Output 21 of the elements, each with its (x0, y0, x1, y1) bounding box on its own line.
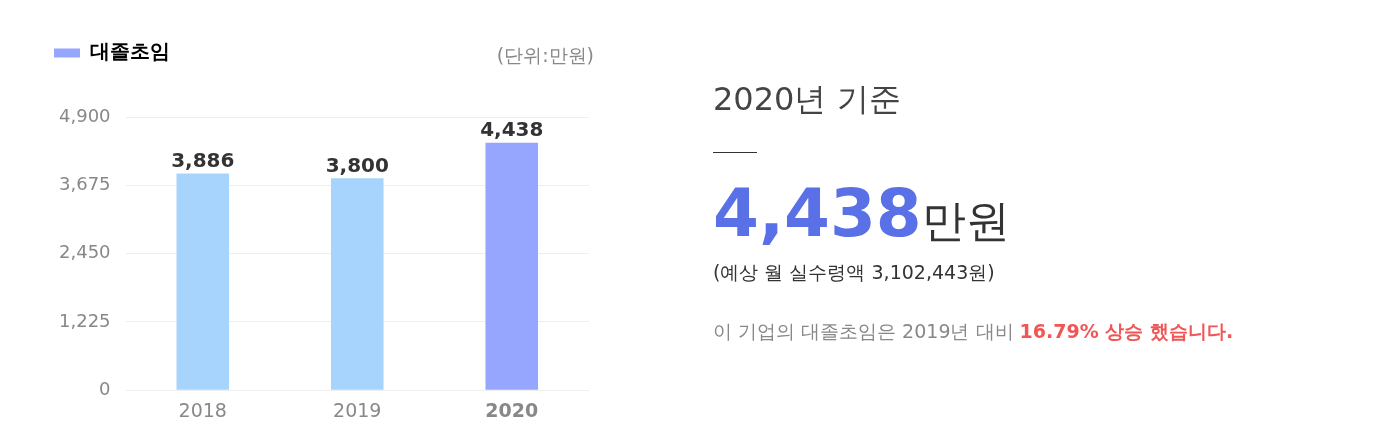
bar (485, 142, 539, 390)
x-tick-label: 2018 (178, 398, 227, 421)
x-tick-label: 2020 (485, 398, 539, 421)
text: (단위:만원) (496, 43, 594, 68)
bar (331, 178, 384, 390)
legend-label: 대졸초임 (90, 39, 170, 64)
text: 2020년 기준 (713, 79, 902, 120)
y-tick-label: 1,225 (59, 309, 111, 331)
text: 이 기업의 대졸초임은 2019년 대비 (713, 320, 1014, 342)
data-label: 4,438 (480, 116, 544, 141)
text: (예상 월 실수령액 3,102,443원) (713, 260, 996, 285)
text: 16.79% 상승 했습니다. (1019, 320, 1234, 342)
bar (176, 173, 230, 390)
text: 4,438만원 (713, 175, 1010, 252)
y-tick-label: 3,675 (59, 172, 111, 194)
y-tick-label: 2,450 (59, 241, 111, 263)
y-tick-label: 0 (99, 377, 111, 399)
data-label: 3,800 (325, 152, 389, 177)
x-tick-label: 2019 (333, 398, 382, 421)
y-tick-label: 4,900 (59, 104, 111, 126)
data-label: 3,886 (171, 147, 235, 172)
